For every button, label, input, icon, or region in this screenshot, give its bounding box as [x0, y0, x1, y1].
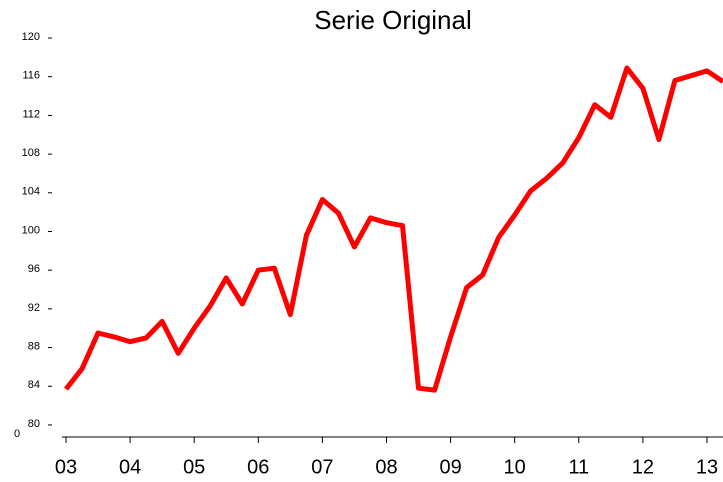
x-tick-label: 09	[439, 456, 461, 478]
y-tick-label: 104	[22, 186, 40, 198]
y-tick-label: 112	[22, 108, 40, 120]
x-tick-label: 04	[119, 456, 141, 478]
line-series	[64, 65, 723, 393]
y-tick-label: 96	[28, 263, 40, 275]
x-tick-label: 07	[311, 456, 333, 478]
x-tick-label: 08	[375, 456, 397, 478]
x-tick-label: 12	[632, 456, 654, 478]
y-tick-label: 92	[28, 302, 40, 314]
chart-title: Serie Original	[314, 5, 472, 35]
y-tick-label: 80	[28, 418, 40, 430]
x-tick-label: 03	[55, 456, 77, 478]
y-tick-label: 84	[28, 379, 40, 391]
x-tick-label: 11	[568, 456, 589, 478]
y-tick-label: 100	[22, 224, 40, 236]
y-tick-label: 116	[22, 70, 40, 82]
axis-origin-label: 0	[14, 428, 20, 440]
y-tick-label: 108	[22, 147, 40, 159]
x-tick-label: 06	[247, 456, 269, 478]
x-tick-label: 13	[696, 456, 718, 478]
y-tick-label: 88	[28, 340, 40, 352]
x-tick-label: 05	[183, 456, 205, 478]
y-tick-label: 120	[22, 31, 40, 43]
x-tick-label: 10	[504, 456, 526, 478]
